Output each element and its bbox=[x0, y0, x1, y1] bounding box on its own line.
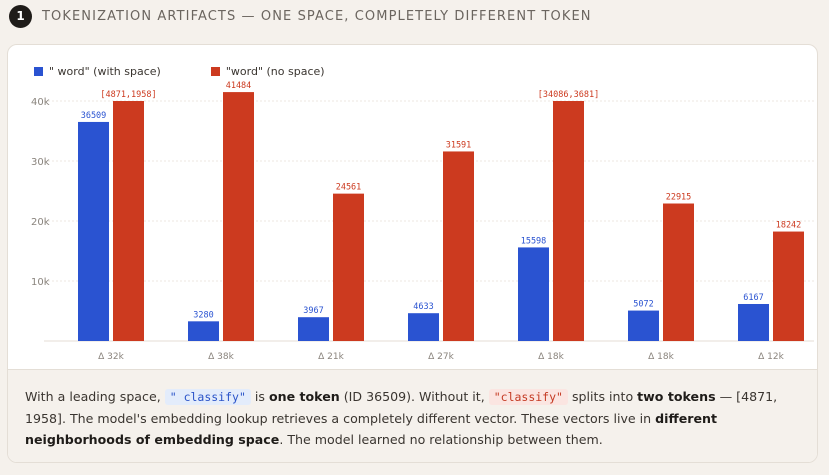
section-number-badge: 1 bbox=[9, 4, 32, 28]
bar-no-space bbox=[553, 101, 584, 341]
data-label: [34086,3681] bbox=[538, 90, 599, 100]
data-label: 4633 bbox=[413, 302, 433, 312]
x-tick-label: Δ 32k bbox=[98, 352, 124, 362]
y-tick-label: 20k bbox=[31, 217, 50, 228]
bar-no-space bbox=[443, 151, 474, 341]
explanation-caption: With a leading space, " classify" is one… bbox=[8, 369, 817, 462]
data-label: 3280 bbox=[193, 310, 213, 320]
data-label: 5072 bbox=[633, 300, 653, 310]
bar-with-space bbox=[628, 310, 659, 341]
legend-swatch-blue bbox=[34, 67, 43, 76]
bar-no-space bbox=[663, 203, 694, 341]
legend-swatch-red bbox=[210, 67, 220, 76]
data-label: 3967 bbox=[303, 306, 323, 316]
bar-with-space bbox=[518, 247, 549, 341]
bar-with-space bbox=[738, 303, 769, 341]
data-label: 15598 bbox=[521, 236, 547, 246]
x-tick-label: Δ 38k bbox=[208, 352, 234, 362]
bar-with-space bbox=[298, 317, 329, 341]
caption-text: . The model learned no relationship betw… bbox=[279, 432, 603, 447]
data-label: 22915 bbox=[666, 193, 692, 203]
bar-no-space bbox=[333, 193, 364, 341]
bar-with-space bbox=[408, 313, 439, 341]
caption-bold: different neighborhoods of embedding spa… bbox=[25, 411, 717, 447]
bar-chart: 40k 30k 20k 10k 36509 [4871,1958] Δ 32k 3280 414… bbox=[31, 81, 814, 362]
data-label: 31591 bbox=[446, 140, 472, 150]
section-title: TOKENIZATION ARTIFACTS — ONE SPACE, COMP… bbox=[42, 8, 592, 24]
bar-with-space bbox=[188, 321, 219, 341]
x-tick-label: Δ 12k bbox=[758, 352, 784, 362]
x-tick-label: Δ 21k bbox=[318, 352, 344, 362]
bar-no-space bbox=[773, 231, 804, 341]
code-no-space: "classify" bbox=[488, 389, 568, 405]
data-label: 6167 bbox=[743, 293, 763, 303]
code-with-space: " classify" bbox=[164, 389, 251, 405]
bar-no-space bbox=[223, 92, 254, 341]
data-label: 24561 bbox=[336, 183, 362, 193]
caption-text: With a leading space, bbox=[25, 389, 165, 404]
data-label: [4871,1958] bbox=[100, 90, 156, 100]
x-tick-label: Δ 18k bbox=[648, 352, 674, 362]
legend-label: " word" (with space) bbox=[49, 65, 161, 78]
section-header: 1 TOKENIZATION ARTIFACTS — ONE SPACE, CO… bbox=[9, 4, 592, 28]
legend-item-with-space: " word" (with space) bbox=[34, 65, 161, 78]
caption-text: — [4871, 1958]. The model's embedding lo… bbox=[25, 389, 778, 426]
chart-card: 40k 30k 20k 10k 36509 [4871,1958] Δ 32k 3280 414… bbox=[7, 44, 818, 463]
caption-bold: one token bbox=[268, 389, 340, 404]
caption-text: is bbox=[250, 389, 269, 404]
chart-legend: " word" (with space) "word" (no space) bbox=[34, 65, 325, 78]
x-tick-label: Δ 18k bbox=[538, 352, 564, 362]
legend-label: "word" (no space) bbox=[225, 65, 325, 78]
y-tick-label: 40k bbox=[31, 97, 50, 108]
caption-text: (ID 36509). Without it, bbox=[339, 389, 489, 404]
x-tick-label: Δ 27k bbox=[428, 352, 454, 362]
data-label: 36509 bbox=[81, 111, 107, 121]
bar-with-space bbox=[78, 121, 109, 341]
data-label: 41484 bbox=[226, 81, 252, 91]
legend-item-no-space: "word" (no space) bbox=[210, 65, 325, 78]
data-label: 18242 bbox=[776, 221, 802, 231]
caption-bold: two tokens bbox=[637, 389, 716, 404]
bar-no-space bbox=[113, 101, 144, 341]
caption-text: splits into bbox=[567, 389, 638, 404]
y-tick-label: 10k bbox=[31, 277, 50, 288]
y-tick-label: 30k bbox=[31, 157, 50, 168]
